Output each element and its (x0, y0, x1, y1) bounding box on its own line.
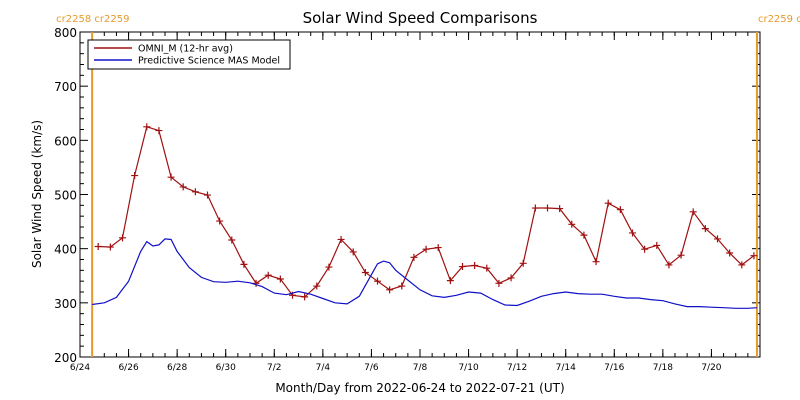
x-tick-label: 6/30 (216, 363, 236, 373)
data-point (179, 183, 187, 191)
data-point (434, 244, 442, 252)
y-axis-label: Solar Wind Speed (km/s) (30, 120, 44, 268)
data-point (216, 217, 224, 225)
carrington-label: cr2259 cr2260 (758, 14, 800, 25)
data-point (604, 199, 612, 207)
data-point (325, 263, 333, 271)
series-line (92, 238, 758, 309)
legend-box (87, 39, 291, 70)
x-tick-label: 7/14 (556, 363, 576, 373)
data-point (228, 236, 236, 244)
x-tick-label: 6/28 (167, 363, 187, 373)
data-point (191, 188, 199, 196)
data-point (592, 258, 600, 266)
data-point (204, 191, 211, 199)
data-point (714, 235, 721, 243)
x-tick-label: 7/12 (507, 363, 527, 373)
data-point (750, 252, 758, 260)
x-tick-label: 7/18 (653, 363, 673, 373)
x-tick-label: 7/10 (458, 363, 478, 373)
data-point (240, 260, 248, 268)
data-point (155, 127, 163, 135)
x-tick-label: 7/4 (316, 363, 331, 373)
x-tick-label: 6/26 (118, 363, 138, 373)
data-point (264, 271, 272, 279)
carrington-label: cr2258 cr2259 (56, 14, 129, 25)
plot-frame (79, 31, 761, 358)
data-point (410, 253, 418, 261)
y-tick-label: 500 (54, 189, 77, 203)
x-tick-label: 7/16 (604, 363, 624, 373)
x-tick-label: 7/6 (364, 363, 379, 373)
data-point (665, 261, 673, 269)
data-point (301, 293, 309, 301)
data-point (507, 274, 515, 282)
x-tick-label: 7/2 (267, 363, 281, 373)
data-point (398, 282, 406, 290)
series-mas-model (92, 238, 758, 309)
data-point (143, 123, 151, 131)
y-tick-label: 600 (54, 134, 77, 148)
y-tick-label: 800 (54, 26, 77, 40)
legend: OMNI_M (12-hr avg)Predictive Science MAS… (87, 39, 291, 70)
data-point (386, 286, 394, 294)
data-point (641, 245, 649, 253)
data-point (629, 229, 636, 237)
data-point (252, 279, 260, 287)
data-point (483, 264, 491, 272)
data-point (361, 269, 369, 276)
data-point (471, 261, 479, 269)
data-point (701, 225, 709, 233)
data-point (459, 263, 466, 271)
x-axis-label: Month/Day from 2022-06-24 to 2022-07-21 … (275, 381, 564, 395)
data-point (106, 243, 114, 251)
data-point (131, 172, 139, 180)
data-point (119, 234, 126, 242)
y-tick-label: 200 (54, 351, 77, 365)
data-point (726, 249, 734, 257)
data-point (422, 245, 430, 253)
data-point (689, 208, 697, 216)
data-point (544, 204, 551, 212)
y-tick-label: 400 (54, 243, 77, 257)
data-point (374, 277, 381, 285)
legend-label: OMNI_M (12-hr avg) (138, 44, 233, 55)
chart-title: Solar Wind Speed Comparisons (303, 9, 538, 27)
data-point (738, 261, 746, 269)
x-tick-label: 6/24 (70, 363, 90, 373)
data-point (556, 205, 564, 213)
data-point (94, 243, 102, 250)
data-point (349, 248, 357, 256)
data-point (531, 204, 539, 212)
data-point (616, 206, 624, 214)
data-point (446, 277, 454, 285)
x-tick-label: 7/20 (701, 363, 721, 373)
data-point (276, 275, 284, 283)
data-point (653, 241, 661, 249)
legend-label: Predictive Science MAS Model (138, 56, 280, 67)
data-point (519, 259, 527, 267)
y-tick-label: 700 (54, 80, 77, 94)
data-point (495, 279, 503, 287)
data-point (580, 231, 588, 239)
carrington-markers: cr2258 cr2259 cr2259 cr2260 (56, 14, 800, 357)
series-layer (92, 123, 758, 309)
data-point (313, 282, 321, 290)
series-line (98, 126, 755, 298)
x-tick-label: 7/8 (413, 363, 428, 373)
y-tick-label: 300 (54, 297, 77, 311)
series-omni (94, 123, 758, 301)
data-point (337, 235, 345, 243)
data-point (568, 220, 576, 228)
axes: 200 300 400 500 600 700 800 6/24 6/26 6/28 6/30 7/2… (54, 26, 761, 373)
data-point (167, 173, 175, 181)
data-point (677, 251, 685, 259)
